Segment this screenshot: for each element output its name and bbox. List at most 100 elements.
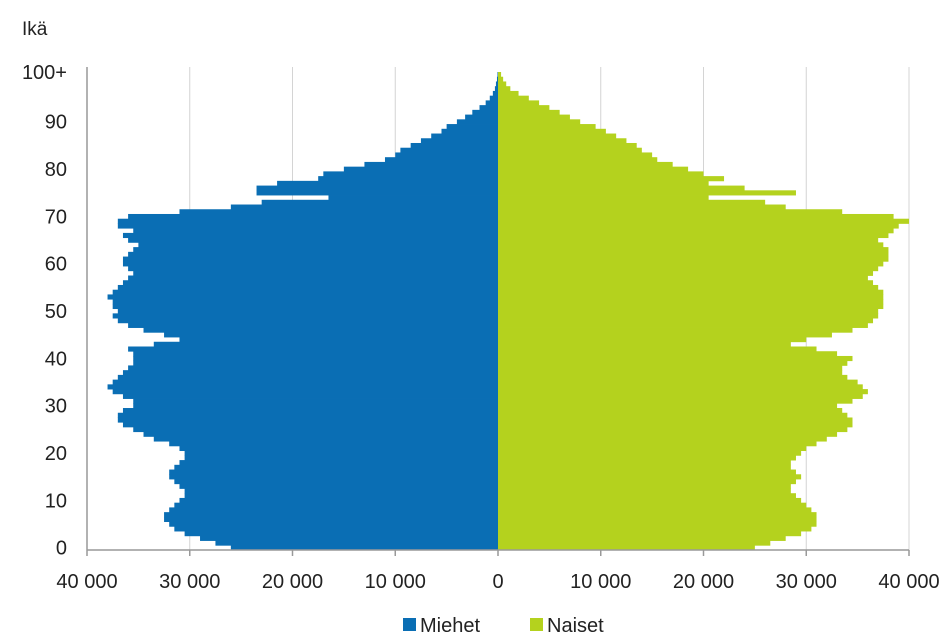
bar-naiset-age-77 [498, 180, 709, 186]
bar-miehet-age-0 [230, 545, 498, 551]
bar-miehet-age-26 [122, 422, 499, 428]
x-tick-label-0: 40 000 [56, 571, 117, 593]
bar-miehet-age-1 [215, 540, 498, 546]
bar-naiset-age-1 [498, 540, 771, 546]
x-tick-label-5: 10 000 [570, 571, 631, 593]
x-tick-label-2: 20 000 [262, 571, 323, 593]
bar-naiset-age-65 [498, 237, 879, 243]
y-tick-label-3: 30 [45, 396, 67, 418]
bar-naiset-age-20 [498, 450, 802, 456]
bar-naiset-age-58 [498, 270, 874, 276]
bar-naiset-age-19 [498, 455, 796, 461]
bar-naiset-age-33 [498, 389, 868, 395]
y-tick-label-1: 10 [45, 490, 67, 512]
bar-naiset-age-11 [498, 493, 796, 499]
y-tick-label-9: 90 [45, 112, 67, 134]
bar-miehet-age-3 [184, 531, 499, 537]
bar-miehet-age-86 [420, 138, 498, 144]
bar-miehet-age-89 [446, 124, 498, 130]
bar-naiset-age-56 [498, 280, 874, 286]
bar-naiset-age-70 [498, 213, 894, 220]
bar-naiset-age-49 [498, 313, 879, 319]
bar-naiset-age-21 [498, 445, 807, 452]
bar-miehet-age-22 [169, 441, 498, 447]
bar-naiset-age-14 [498, 479, 796, 485]
bar-miehet-age-54 [112, 289, 498, 295]
bar-miehet-age-59 [128, 266, 498, 272]
bar-naiset-age-7 [498, 512, 817, 518]
bar-naiset-age-94 [498, 100, 540, 106]
bar-miehet-age-87 [431, 133, 498, 139]
bar-miehet-age-97 [494, 86, 498, 92]
bar-naiset-age-53 [498, 294, 884, 300]
bar-naiset-age-62 [498, 251, 889, 257]
bar-miehet-age-31 [133, 398, 499, 404]
bar-miehet-age-88 [441, 128, 498, 134]
bar-naiset-age-37 [498, 370, 843, 376]
bar-miehet-age-98 [495, 81, 498, 87]
bar-naiset-age-3 [498, 531, 802, 537]
bar-naiset-age-23 [498, 436, 827, 442]
bar-miehet-age-20 [184, 450, 499, 456]
bar-miehet-age-75 [256, 190, 498, 196]
bar-naiset-age-85 [498, 142, 637, 149]
bar-naiset-age-48 [498, 318, 874, 324]
bar-naiset-age-24 [498, 431, 838, 437]
bar-miehet-age-41 [133, 351, 499, 357]
bar-naiset-age-64 [498, 242, 884, 248]
bar-miehet-age-48 [117, 318, 498, 324]
bar-miehet-age-55 [117, 284, 498, 291]
bar-naiset-age-30 [498, 403, 838, 409]
bar-miehet-age-92 [472, 109, 498, 115]
bar-naiset-age-74 [498, 195, 709, 201]
y-tick-label-5: 50 [45, 301, 67, 323]
bar-naiset-age-42 [498, 346, 817, 352]
bar-naiset-age-75 [498, 190, 796, 196]
bar-miehet-age-82 [384, 157, 498, 163]
bar-miehet-age-52 [112, 299, 498, 305]
y-axis-title: Ikä [22, 19, 48, 40]
bar-naiset-age-63 [498, 247, 889, 253]
bar-naiset-age-98 [498, 81, 507, 87]
bar-miehet-age-14 [174, 479, 498, 485]
bar-naiset-age-81 [498, 161, 673, 168]
bar-naiset-age-52 [498, 299, 884, 305]
bar-miehet-age-18 [179, 460, 498, 466]
bar-naiset-age-18 [498, 460, 791, 466]
bar-miehet-age-53 [107, 294, 499, 300]
bar-naiset-age-28 [498, 412, 848, 418]
bar-miehet-age-61 [122, 256, 499, 262]
bar-miehet-age-66 [122, 232, 499, 239]
bar-miehet-age-44 [179, 337, 498, 343]
bar-naiset-age-27 [498, 417, 853, 423]
bar-miehet-age-8 [169, 507, 498, 513]
bar-miehet-age-79 [323, 171, 498, 177]
bar-naiset-age-46 [498, 327, 853, 333]
bar-miehet-age-83 [395, 152, 498, 158]
bar-miehet-age-99 [496, 76, 498, 82]
bar-miehet-age-35 [112, 379, 498, 385]
bar-naiset-age-15 [498, 474, 802, 480]
bar-miehet-age-27 [117, 417, 498, 423]
bar-miehet-age-32 [122, 393, 499, 399]
bar-naiset-age-95 [498, 95, 529, 101]
bar-miehet-age-91 [465, 114, 498, 120]
bar-naiset-age-44 [498, 337, 807, 343]
series-miehet-bars [107, 72, 499, 551]
bar-miehet-age-24 [143, 431, 498, 437]
bar-miehet-age-21 [179, 445, 498, 452]
bar-miehet-age-62 [128, 251, 498, 257]
bar-naiset-age-22 [498, 441, 817, 447]
bar-naiset-age-40 [498, 355, 853, 362]
bar-naiset-age-89 [498, 124, 596, 130]
y-tick-label-7: 70 [45, 206, 67, 228]
bar-naiset-age-99 [498, 76, 504, 82]
bar-naiset-age-73 [498, 199, 766, 205]
bar-miehet-age-36 [117, 374, 498, 381]
bar-miehet-age-46 [143, 327, 498, 333]
bar-miehet-age-9 [174, 502, 498, 508]
bar-naiset-age-68 [498, 223, 899, 229]
bar-miehet-age-73 [261, 199, 498, 205]
bar-naiset-age-34 [498, 384, 863, 390]
legend-label-naiset: Naiset [547, 615, 604, 637]
